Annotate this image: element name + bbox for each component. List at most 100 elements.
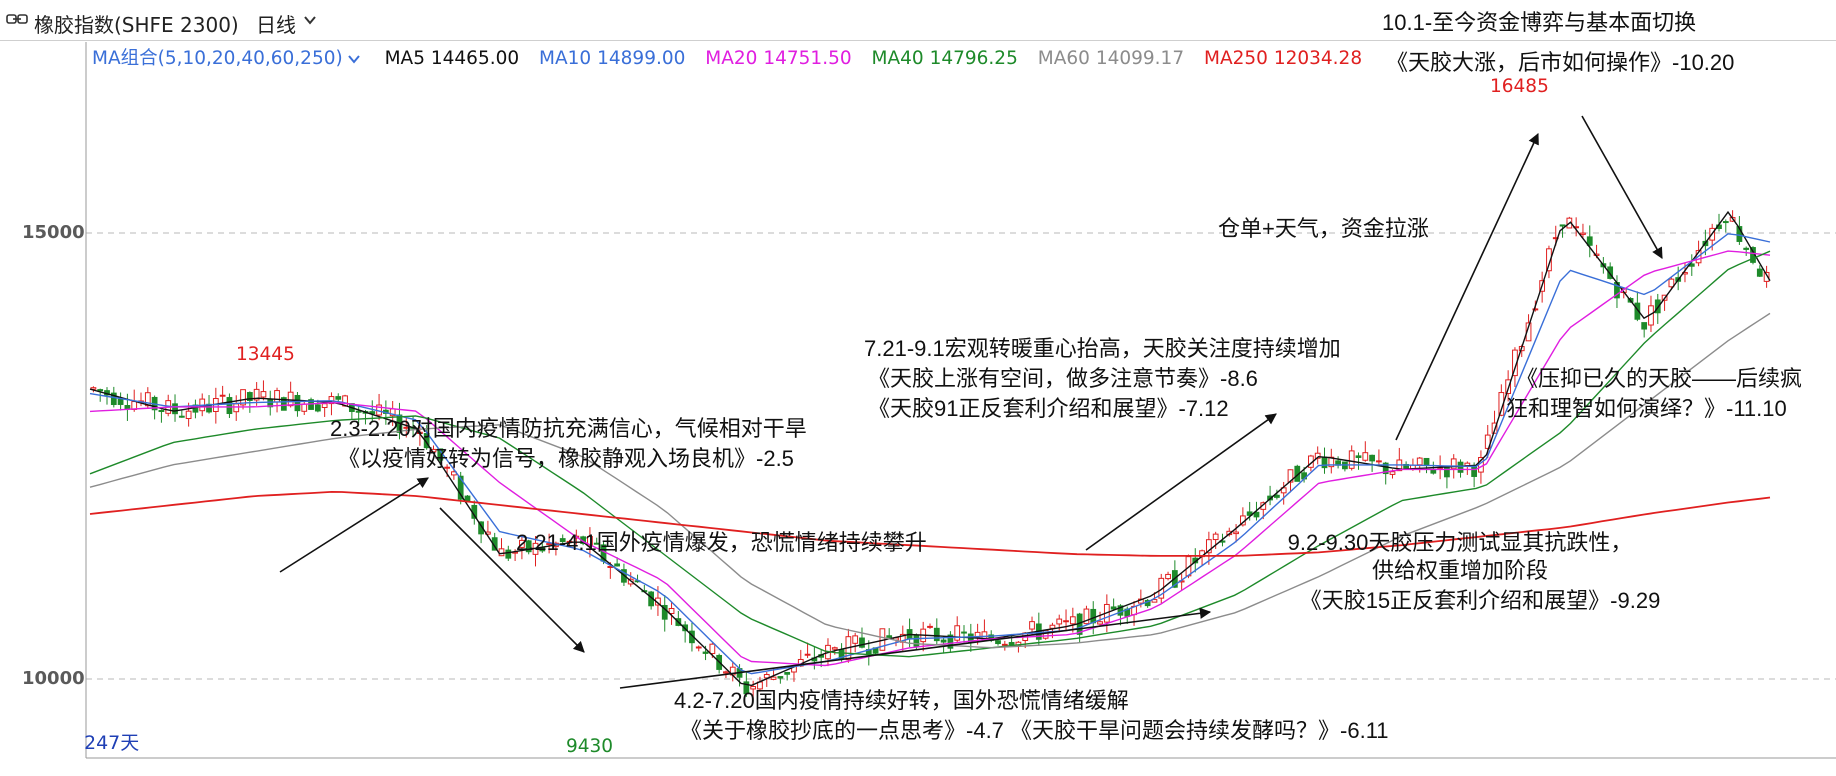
ma-line-ma10 [89,233,1771,675]
candle-body [1423,457,1430,467]
ma-line-ma250 [89,490,1771,557]
candle-body [763,674,770,679]
candle-body [1008,642,1015,646]
instrument-title[interactable]: 橡胶指数(SHFE 2300) [34,13,239,37]
annotation-arrow-3 [619,607,1212,689]
annotation-feb-apr: 2.21-4.1国外疫情爆发，恐慌情绪持续攀升 [516,530,927,555]
candle-body [525,540,532,553]
candle-body [1389,471,1396,475]
ma40-legend: MA40 14796.25 [872,48,1018,69]
ma-line-ma5 [89,210,1771,687]
candle-body [328,396,335,405]
candle-body [178,415,185,418]
candle-body [546,543,552,546]
candle-body [947,634,954,649]
candle-body [1233,531,1239,535]
candle-body [1056,618,1063,625]
ma40-value: 14796.25 [929,48,1018,69]
candle-body [1654,299,1661,314]
candle-body [314,404,321,412]
candle-body [1362,452,1369,461]
peak-label-left: 13445 [236,344,295,365]
candle-body [723,671,729,674]
candle-body [927,625,933,628]
candle-body [933,627,940,642]
period-selector[interactable]: 日线 [256,13,296,37]
candle-body [1069,616,1076,625]
annotation-jul-sep-line1: 7.21-9.1宏观转暖重心抬高，天胶关注度持续增加 [864,336,1341,361]
candle-body [1274,494,1280,498]
candle-body [995,640,1001,645]
candle-body [954,625,961,641]
ma250-value: 12034.28 [1273,48,1363,69]
candle-body [240,389,246,406]
candle-body [90,387,97,390]
candle-body [1151,599,1158,603]
ma5-legend: MA5 14465.00 [385,48,520,69]
ma60-legend: MA60 14099.17 [1038,48,1184,69]
candle-body [1348,450,1355,469]
ma-line-ma40 [89,250,1771,658]
chevron-down-icon[interactable] [347,52,361,66]
candle-body [246,392,253,402]
candle-body [1668,278,1675,288]
candle-body [294,394,301,412]
candle-body [1355,455,1362,458]
candle-body [444,466,450,469]
annotation-oct-line1: 10.1-至今资金博弈与基本面切换 [1382,10,1697,35]
candle-body [1029,621,1035,630]
candle-body [1328,456,1335,468]
candle-body [110,392,117,405]
ma40-label: MA40 [871,48,924,69]
candle-body [219,394,226,397]
candle-body [478,521,484,535]
candle-body [743,681,750,695]
annotation-arrow-1 [279,477,429,573]
candle-body [1110,606,1117,610]
ma-combo-selector[interactable]: MA组合(5,10,20,40,60,250) [92,48,343,69]
candle-body [1165,573,1171,580]
candle-body [1641,322,1648,330]
candle-body [301,403,308,412]
candle-body [559,538,566,543]
ma-layer [89,210,1771,687]
candle-body [335,396,342,400]
candle-body [117,398,124,405]
candle-body [1049,624,1056,629]
candle-body [852,635,859,644]
day-count: 247天 [84,732,140,754]
candle-body [355,410,362,413]
candle-body [226,397,233,415]
annotation-jul-sep-line3: 《天胶91正反套利介绍和展望》-7.12 [868,396,1229,421]
candle-body [97,389,104,392]
candle-body [777,676,784,679]
chevron-down-icon[interactable] [302,12,318,28]
link-icon[interactable] [6,12,28,26]
candle-body [274,390,280,403]
low-label: 9430 [566,736,614,757]
candle-body [702,651,709,654]
candle-body [1369,454,1375,462]
ma10-value: 14899.00 [597,48,686,69]
candle-body [1430,469,1437,474]
candle-body [185,410,192,420]
ma20-label: MA20 [705,48,758,69]
candle-body [668,608,675,615]
annotation-sep-line1: 9.2-9.30天胶压力测试显其抗跌性， [1287,530,1633,555]
candle-body [1580,232,1586,235]
candle-body [1471,465,1478,477]
candle-body [1083,608,1090,625]
ma250-label: MA250 [1203,48,1268,69]
candle-body [1205,539,1212,554]
candle-body [709,643,716,655]
ma-line-ma60 [89,312,1771,649]
ma-legend: MA组合(5,10,20,40,60,250) MA5 14465.00 MA1… [92,44,1376,70]
candle-body [1736,226,1743,242]
candle-body [1559,224,1566,227]
ma60-value: 14099.17 [1095,48,1185,69]
header-divider [0,40,1836,41]
annotation-apr-jul-line1: 4.2-7.20国内疫情持续好转，国外恐慌情绪缓解 [674,688,1129,713]
candle-body [1532,308,1539,311]
candle-body [1212,533,1219,541]
